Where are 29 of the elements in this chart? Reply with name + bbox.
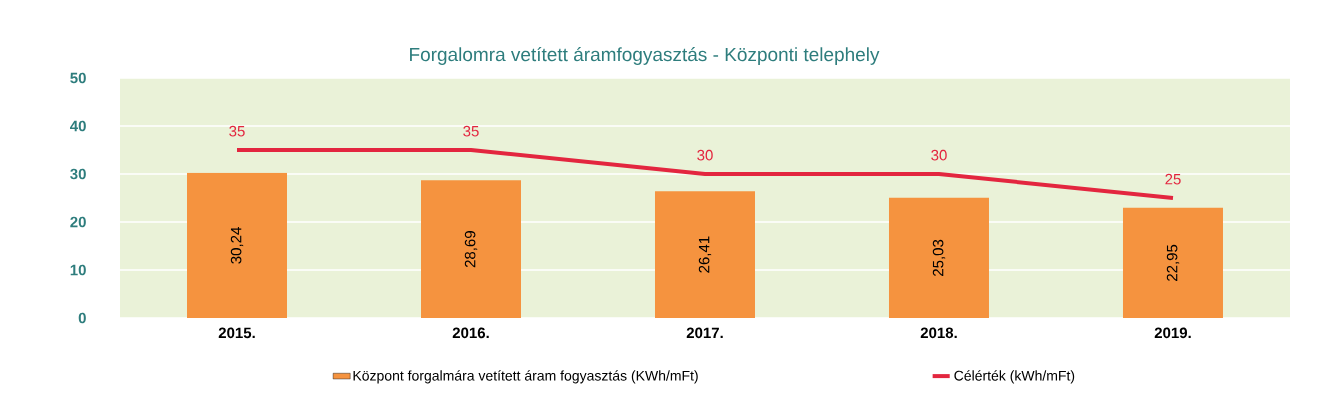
- y-tick-label: 0: [78, 312, 86, 324]
- chart-title: Forgalomra vetített áramfogyasztás - Központi telephely: [410, 47, 880, 65]
- data-label: 30,24: [230, 227, 244, 264]
- x-tick-label: 2019.: [1154, 327, 1191, 339]
- data-label: 30: [697, 149, 713, 161]
- bar: [421, 180, 521, 318]
- data-label: 25,03: [932, 239, 946, 276]
- x-tick-label: 2016.: [452, 327, 489, 339]
- y-tick-label: 30: [70, 168, 86, 180]
- data-label: 25: [1165, 173, 1181, 185]
- bar: [654, 191, 755, 318]
- bar: [1122, 207, 1223, 318]
- x-tick-label: 2017.: [686, 327, 723, 339]
- legend-label: Célérték (kWh/mFt): [954, 370, 1075, 384]
- bar: [187, 172, 287, 318]
- bar: [888, 197, 989, 318]
- data-label: 30: [931, 149, 947, 161]
- data-label: 26,41: [698, 236, 712, 273]
- x-tick-label: 2018.: [920, 327, 957, 339]
- data-label: 35: [463, 125, 479, 137]
- y-tick-label: 40: [70, 120, 86, 132]
- data-label: 28,69: [464, 231, 478, 268]
- data-label: 35: [229, 125, 245, 137]
- y-tick-label: 50: [70, 72, 86, 84]
- legend-label: Központ forgalmára vetített áram fogyasztás (KWh/mFt): [353, 370, 698, 384]
- y-tick-label: 20: [70, 216, 86, 228]
- x-tick-label: 2015.: [218, 327, 255, 339]
- y-tick-label: 10: [70, 264, 86, 276]
- data-label: 22,95: [1166, 244, 1180, 281]
